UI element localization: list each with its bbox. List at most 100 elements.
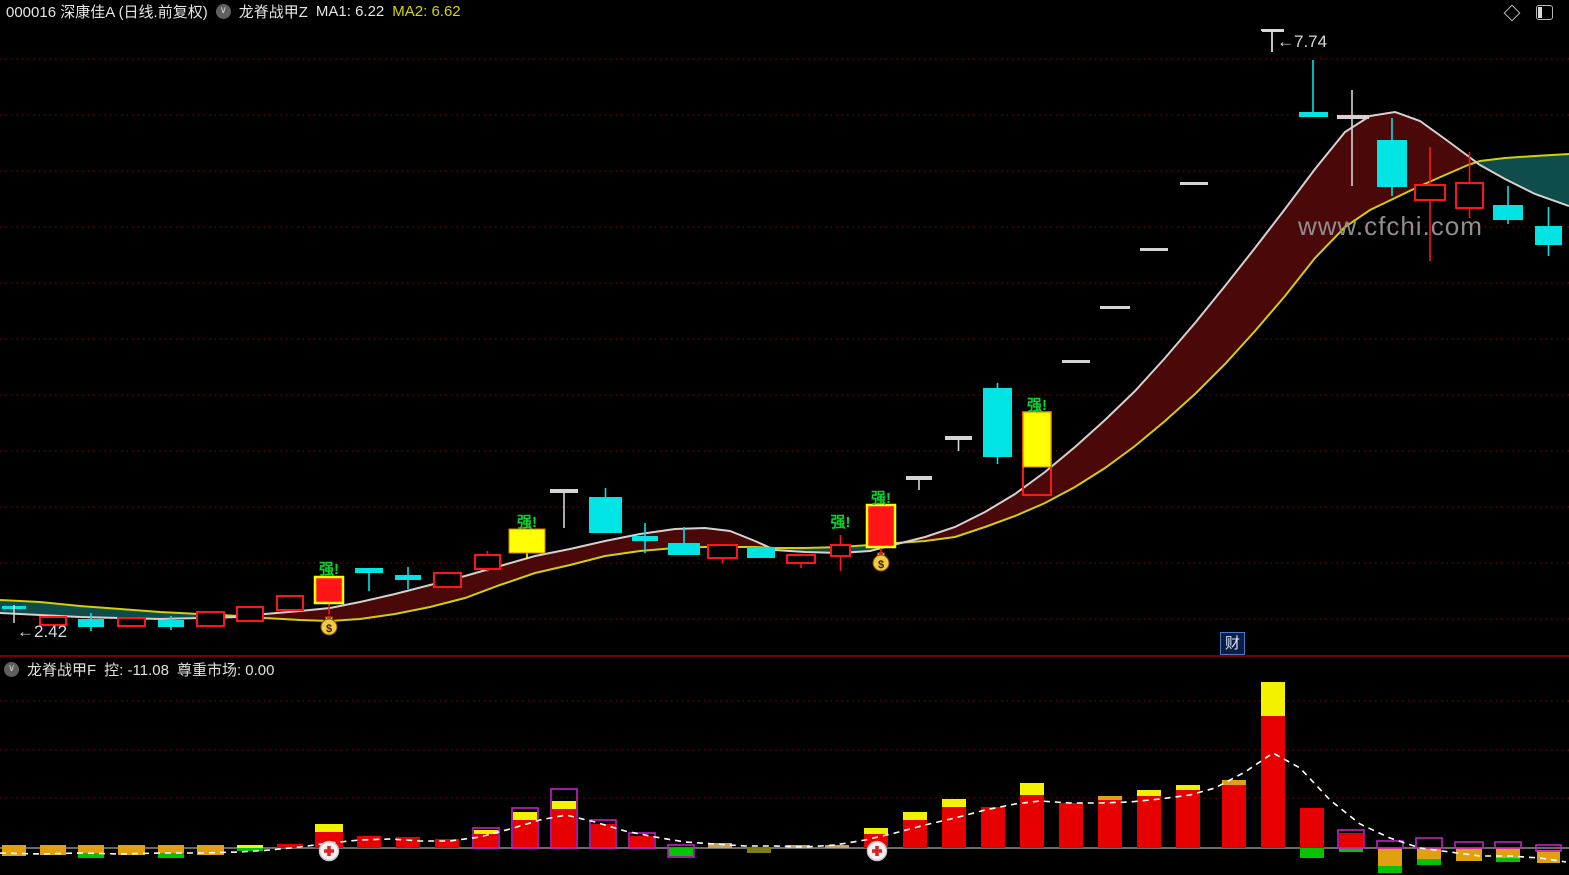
ma-band <box>730 531 755 547</box>
candle-body <box>668 543 700 555</box>
volume-bar <box>1222 780 1246 848</box>
bar-segment <box>825 845 849 848</box>
cai-badge: 财 <box>1220 632 1245 655</box>
bar-outline <box>1376 840 1404 849</box>
bar-segment <box>474 830 498 834</box>
bar-segment <box>2 845 26 856</box>
ma-band <box>1285 169 1315 296</box>
volume-bar <box>277 844 303 848</box>
volume-bar <box>825 845 849 848</box>
ma-band <box>1135 358 1165 446</box>
ma-band <box>1165 323 1195 421</box>
candle-body <box>1455 182 1484 209</box>
candle: 强! $ <box>313 561 345 636</box>
candle: 强! <box>830 514 851 571</box>
candle <box>550 489 578 528</box>
candle <box>196 611 225 627</box>
signal-marker-icon <box>866 840 888 862</box>
candle-body <box>1535 226 1562 245</box>
ma-band <box>1445 139 1468 175</box>
volume-bar <box>1376 840 1404 873</box>
ma1-value: MA1: 6.22 <box>315 3 385 20</box>
volume-bar <box>40 845 66 855</box>
ma2-value: MA2: 6.62 <box>392 3 461 20</box>
bar-segment <box>1137 796 1161 848</box>
volume-bar <box>942 799 966 848</box>
volume-bar <box>1300 808 1324 858</box>
candle <box>433 572 462 588</box>
volume-bar <box>1020 783 1044 848</box>
bar-segment <box>552 809 576 848</box>
ma-band <box>705 528 730 547</box>
sub-panel-header: ∨ 龙脊战甲F 控: -11.08 尊重市场: 0.00 <box>4 659 274 680</box>
bar-segment <box>78 853 104 858</box>
bar-segment <box>903 820 927 848</box>
bar-segment <box>1137 790 1161 796</box>
diamond-icon[interactable] <box>1503 4 1521 21</box>
bar-segment <box>903 812 927 820</box>
volume-bar <box>237 845 263 851</box>
candle-body <box>747 547 775 558</box>
candle <box>1377 118 1407 196</box>
candle-body <box>589 497 622 533</box>
low-price-label: ←2.42 <box>17 622 67 641</box>
candle-body <box>508 528 546 554</box>
strong-label: 强! <box>831 514 851 531</box>
bar-segment <box>396 837 420 848</box>
sub-indicator-name[interactable]: 龙脊战甲F <box>27 662 97 679</box>
candle <box>158 616 184 630</box>
indicator-name[interactable]: 龙脊战甲Z <box>238 4 308 21</box>
candle <box>1455 152 1484 218</box>
bar-segment <box>1300 848 1324 858</box>
bar-segment <box>1496 858 1520 862</box>
volume-bar <box>667 844 695 858</box>
chevron-down-icon[interactable]: ∨ <box>4 662 19 677</box>
candle-body <box>474 554 501 570</box>
window-controls <box>1503 4 1553 21</box>
candle-body <box>276 595 304 611</box>
volume-bar <box>1415 837 1443 865</box>
volume-bar <box>197 845 224 855</box>
ma2-line <box>0 153 1569 623</box>
chevron-down-icon[interactable]: ∨ <box>215 4 231 19</box>
bar-segment <box>1378 866 1402 873</box>
candle-body <box>313 575 345 605</box>
panel-toggle-icon[interactable] <box>1536 5 1553 20</box>
bar-outline <box>1535 844 1562 852</box>
bar-segment <box>277 844 303 848</box>
bar-outline <box>628 832 656 849</box>
candle-body <box>1493 205 1523 220</box>
bar-segment <box>197 845 224 855</box>
bar-segment <box>747 848 771 853</box>
candle <box>1535 207 1562 256</box>
bar-segment <box>474 834 498 848</box>
bar-outline <box>1454 841 1484 849</box>
ma-band <box>1105 391 1135 468</box>
bar-segment <box>591 824 615 848</box>
bar-outline <box>1415 837 1443 849</box>
candle <box>474 551 501 572</box>
candle <box>668 527 700 555</box>
signal-marker-icon <box>318 840 340 862</box>
svg-text:$: $ <box>326 623 332 635</box>
volume-bar <box>628 832 656 849</box>
volume-bar <box>1494 841 1522 862</box>
candle <box>1299 60 1328 117</box>
bar-segment <box>552 801 576 809</box>
volume-bar <box>981 807 1005 848</box>
volume-bar <box>357 836 381 848</box>
candle <box>1414 147 1446 261</box>
volume-bar <box>1261 682 1285 848</box>
bar-segment <box>1261 682 1285 716</box>
volume-bar <box>1098 796 1122 848</box>
candle-body <box>158 620 184 627</box>
bar-segment <box>669 848 693 856</box>
candle <box>39 616 67 626</box>
bar-segment <box>864 828 888 834</box>
bar-segment <box>1378 848 1402 866</box>
bar-segment <box>158 845 184 854</box>
bar-segment <box>1098 796 1122 800</box>
